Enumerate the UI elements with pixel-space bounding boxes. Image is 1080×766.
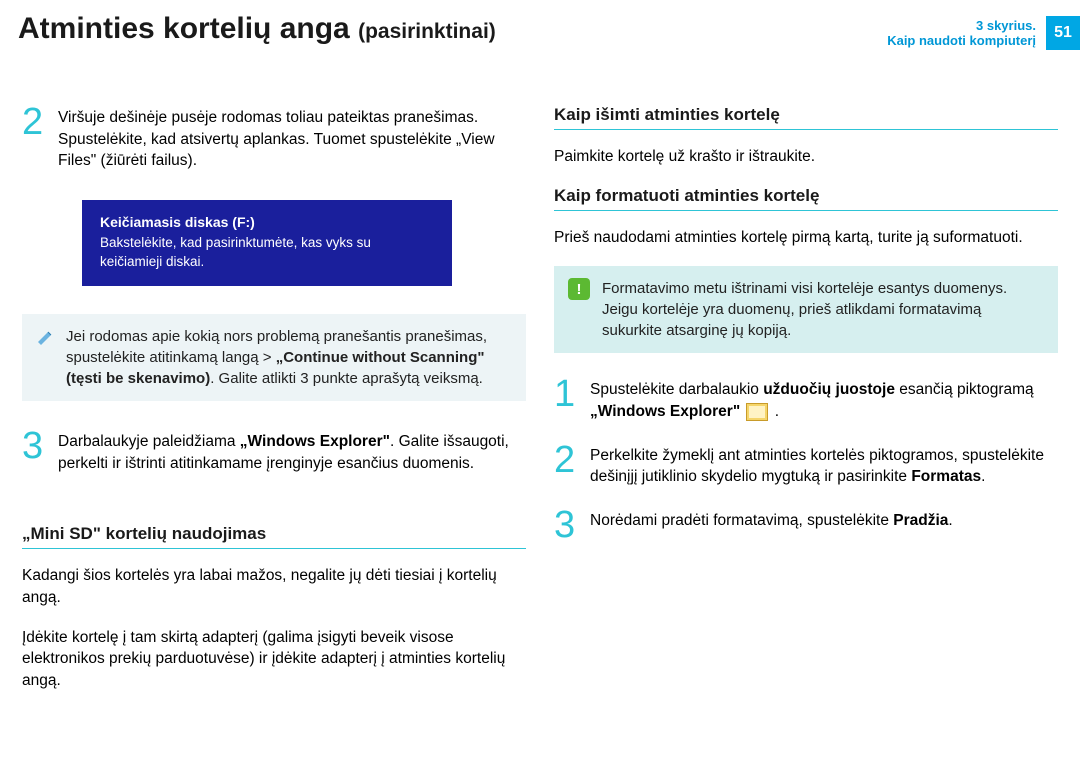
info-note: Jei rodomas apie kokią nors problemą pra… <box>22 314 526 401</box>
format-step-1: 1 Spustelėkite darbalaukio užduočių juos… <box>554 377 1058 422</box>
toast-title: Keičiamasis diskas (F:) <box>100 214 434 230</box>
step-number: 2 <box>554 443 580 488</box>
step-text: Norėdami pradėti formatavimą, spustelėki… <box>590 508 953 542</box>
explorer-icon <box>746 403 768 421</box>
right-column: Kaip išimti atminties kortelę Paimkite k… <box>554 105 1058 710</box>
notification-toast: Keičiamasis diskas (F:) Bakstelėkite, ka… <box>82 200 452 286</box>
paragraph: Kadangi šios kortelės yra labai mažos, n… <box>22 565 526 608</box>
step-number: 2 <box>22 105 48 172</box>
step-2: 2 Viršuje dešinėje pusėje rodomas toliau… <box>22 105 526 172</box>
step-text: Spustelėkite darbalaukio užduočių juosto… <box>590 377 1058 422</box>
paragraph: Įdėkite kortelę į tam skirtą adapterį (g… <box>22 627 526 692</box>
toast-body: Bakstelėkite, kad pasirinktumėte, kas vy… <box>100 234 434 272</box>
step-number: 3 <box>554 508 580 542</box>
page-number: 51 <box>1046 16 1080 50</box>
note-text: Jei rodomas apie kokią nors problemą pra… <box>66 326 512 389</box>
section-mini-sd: „Mini SD" kortelių naudojimas <box>22 524 526 549</box>
step-number: 1 <box>554 377 580 422</box>
section-remove-card: Kaip išimti atminties kortelę <box>554 105 1058 130</box>
format-step-3: 3 Norėdami pradėti formatavimą, spustelė… <box>554 508 1058 542</box>
header-chapter: 3 skyrius. Kaip naudoti kompiuterį 51 <box>887 12 1080 50</box>
paragraph: Prieš naudodami atminties kortelę pirmą … <box>554 227 1058 249</box>
page-header: Atminties kortelių anga (pasirinktinai) … <box>0 0 1080 60</box>
format-step-2: 2 Perkelkite žymeklį ant atminties korte… <box>554 443 1058 488</box>
section-format-card: Kaip formatuoti atminties kortelę <box>554 186 1058 211</box>
paragraph: Paimkite kortelę už krašto ir ištraukite… <box>554 146 1058 168</box>
left-column: 2 Viršuje dešinėje pusėje rodomas toliau… <box>22 105 526 710</box>
note-icon <box>36 326 54 389</box>
step-text: Darbalaukyje paleidžiama „Windows Explor… <box>58 429 526 474</box>
warning-text: Formatavimo metu ištrinami visi kortelėj… <box>602 278 1044 341</box>
warning-note: ! Formatavimo metu ištrinami visi kortel… <box>554 266 1058 353</box>
step-3: 3 Darbalaukyje paleidžiama „Windows Expl… <box>22 429 526 474</box>
warning-icon: ! <box>568 278 590 300</box>
page-title: Atminties kortelių anga (pasirinktinai) <box>18 12 496 46</box>
step-number: 3 <box>22 429 48 474</box>
step-text: Perkelkite žymeklį ant atminties kortelė… <box>590 443 1058 488</box>
step-text: Viršuje dešinėje pusėje rodomas toliau p… <box>58 105 526 172</box>
